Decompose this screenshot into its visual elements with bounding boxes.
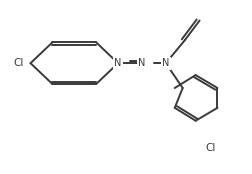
Text: N: N (138, 58, 145, 68)
Text: Cl: Cl (205, 143, 215, 153)
Text: N: N (162, 58, 169, 68)
Text: Cl: Cl (13, 58, 24, 68)
Text: N: N (114, 58, 121, 68)
